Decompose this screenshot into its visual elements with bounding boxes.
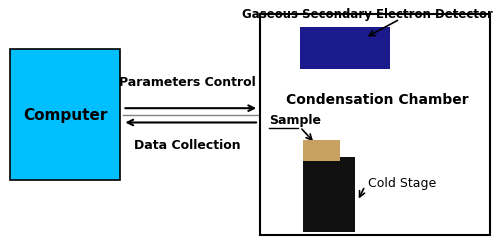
FancyBboxPatch shape <box>10 50 120 180</box>
FancyBboxPatch shape <box>300 28 390 70</box>
FancyBboxPatch shape <box>302 158 355 232</box>
Text: Sample: Sample <box>269 114 321 126</box>
Text: Computer: Computer <box>23 108 107 122</box>
FancyBboxPatch shape <box>260 15 490 235</box>
FancyBboxPatch shape <box>302 140 340 161</box>
Text: Parameters Control: Parameters Control <box>119 76 256 89</box>
Text: Cold Stage: Cold Stage <box>368 176 436 189</box>
Text: Condensation Chamber: Condensation Chamber <box>286 93 469 107</box>
Text: Data Collection: Data Collection <box>134 138 241 151</box>
Text: Gaseous Secondary Electron Detector: Gaseous Secondary Electron Detector <box>242 8 492 20</box>
